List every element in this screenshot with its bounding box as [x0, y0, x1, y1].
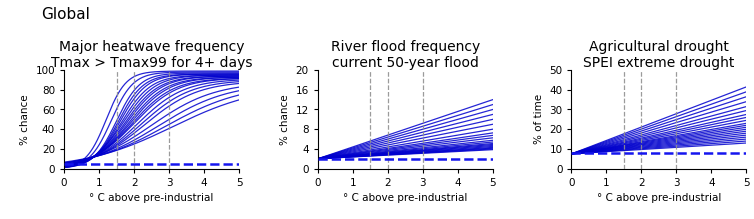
Y-axis label: % chance: % chance	[20, 94, 30, 145]
Text: Global: Global	[41, 7, 90, 21]
Title: River flood frequency
current 50-year flood: River flood frequency current 50-year fl…	[331, 40, 480, 70]
X-axis label: ° C above pre-industrial: ° C above pre-industrial	[90, 193, 214, 203]
X-axis label: ° C above pre-industrial: ° C above pre-industrial	[343, 193, 467, 203]
Title: Agricultural drought
SPEI extreme drought: Agricultural drought SPEI extreme drough…	[584, 40, 734, 70]
Y-axis label: % of time: % of time	[534, 94, 544, 144]
Y-axis label: % chance: % chance	[280, 94, 290, 145]
Title: Major heatwave frequency
Tmax > Tmax99 for 4+ days: Major heatwave frequency Tmax > Tmax99 f…	[51, 40, 253, 70]
X-axis label: ° C above pre-industrial: ° C above pre-industrial	[596, 193, 721, 203]
